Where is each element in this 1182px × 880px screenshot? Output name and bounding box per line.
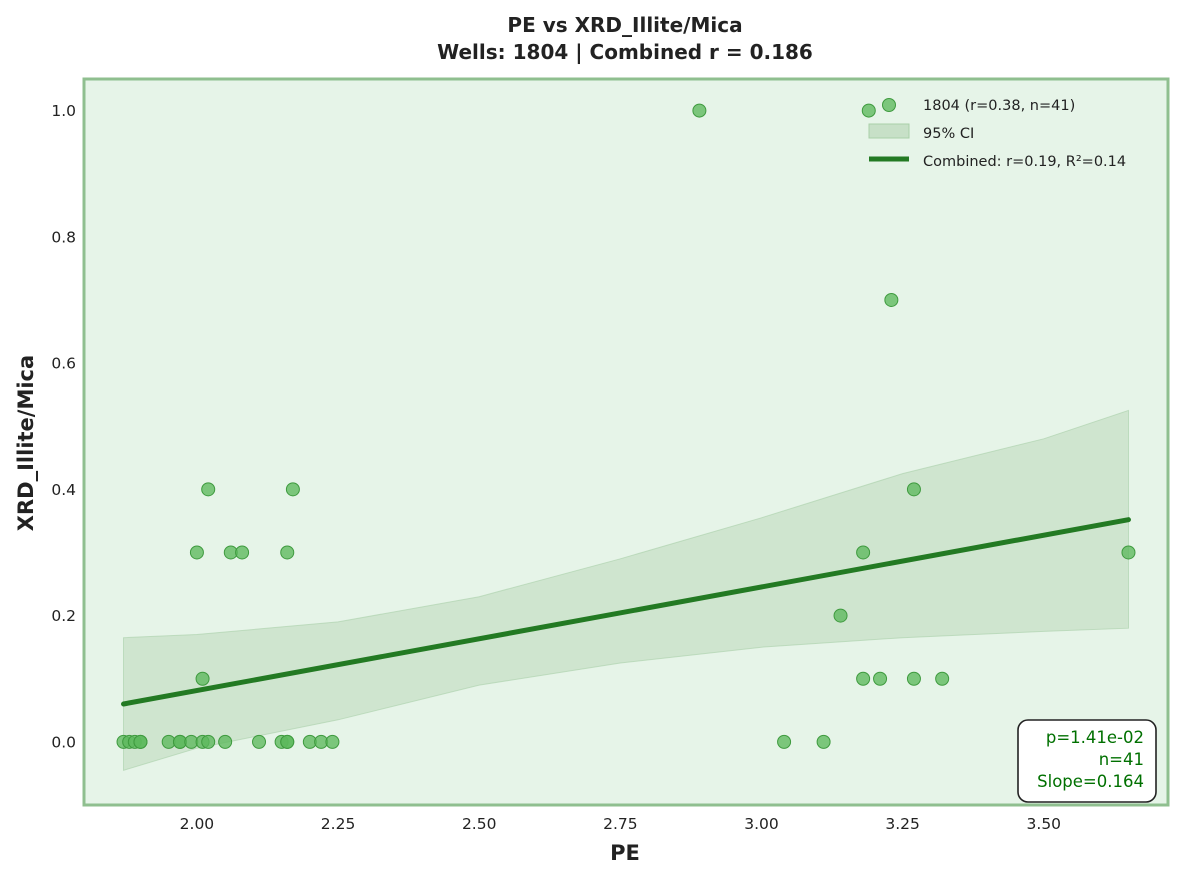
data-point: [692, 103, 707, 118]
data-point: [1121, 545, 1136, 560]
legend-label-combined: Combined: r=0.19, R²=0.14: [923, 154, 1126, 170]
x-tick-label: 2.50: [462, 815, 497, 833]
y-tick-label: 0.0: [51, 733, 76, 751]
data-point: [280, 545, 295, 560]
data-point: [935, 671, 950, 686]
y-tick-label: 0.6: [51, 355, 76, 373]
chart-title: PE vs XRD_Illite/Mica: [507, 13, 742, 37]
stats-p-value: p=1.41e-02: [1046, 728, 1144, 747]
data-point: [133, 734, 148, 749]
data-point: [252, 734, 267, 749]
y-tick-label: 1.0: [51, 102, 76, 120]
legend-label-ci: 95% CI: [923, 126, 974, 142]
x-tick-label: 3.25: [885, 815, 920, 833]
data-point: [884, 292, 899, 307]
data-point: [906, 482, 921, 497]
legend-label-series: 1804 (r=0.38, n=41): [923, 98, 1075, 114]
data-point: [189, 545, 204, 560]
data-point: [201, 482, 216, 497]
data-point: [285, 482, 300, 497]
regression-line: [121, 517, 1131, 707]
legend-band-icon: [868, 123, 910, 139]
plot-frame: [82, 77, 1170, 807]
data-point: [906, 671, 921, 686]
y-tick-label: 0.2: [51, 607, 76, 625]
data-point: [856, 671, 871, 686]
data-point: [816, 734, 831, 749]
stats-box: p=1.41e-02 n=41 Slope=0.164: [1017, 719, 1157, 803]
data-point: [280, 734, 295, 749]
y-tick-label: 0.8: [51, 228, 76, 246]
x-tick-label: 2.75: [603, 815, 638, 833]
stats-box-frame: [1017, 719, 1157, 803]
data-point: [325, 734, 340, 749]
y-tick-label: 0.4: [51, 481, 76, 499]
chart-subtitle: Wells: 1804 | Combined r = 0.186: [437, 40, 813, 64]
x-tick-label: 3.00: [744, 815, 779, 833]
data-point: [195, 671, 210, 686]
x-axis-label: PE: [610, 841, 640, 865]
data-point: [833, 608, 848, 623]
data-point: [201, 734, 216, 749]
x-tick-label: 2.25: [321, 815, 356, 833]
x-tick-label: 3.50: [1027, 815, 1062, 833]
data-point: [777, 734, 792, 749]
stats-slope: Slope=0.164: [1037, 772, 1144, 791]
data-point: [861, 103, 876, 118]
data-point: [873, 671, 888, 686]
data-point: [856, 545, 871, 560]
confidence-band: [123, 409, 1129, 771]
data-point: [218, 734, 233, 749]
y-axis-label: XRD_Illite/Mica: [14, 355, 38, 531]
stats-n: n=41: [1099, 750, 1144, 769]
legend: 1804 (r=0.38, n=41) 95% CI Combined: r=0…: [868, 98, 1126, 170]
data-point: [235, 545, 250, 560]
x-tick-label: 2.00: [180, 815, 215, 833]
legend-marker-icon: [882, 98, 896, 112]
